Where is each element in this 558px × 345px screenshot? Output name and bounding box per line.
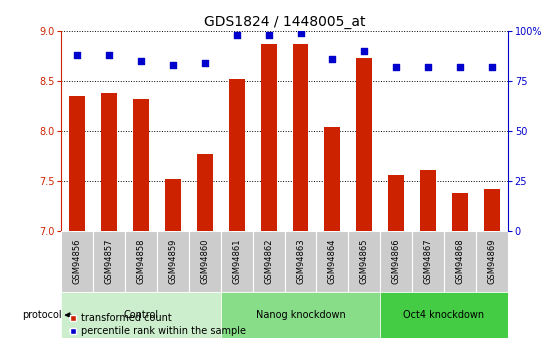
Bar (476, 230, 508, 292)
Bar (380, 230, 412, 292)
Bar (292, 44, 309, 230)
Bar (221, 230, 253, 292)
Bar (61, 292, 221, 338)
Point (232, 32, 241, 38)
Bar (125, 230, 157, 292)
Text: GSM94858: GSM94858 (137, 239, 146, 284)
Legend: transformed count, percentile rank within the sample: transformed count, percentile rank withi… (66, 309, 250, 340)
Text: GSM94856: GSM94856 (73, 239, 82, 284)
Title: GDS1824 / 1448005_at: GDS1824 / 1448005_at (204, 14, 365, 29)
Bar (189, 230, 221, 292)
Bar (61, 230, 93, 292)
Text: Nanog knockdown: Nanog knockdown (256, 310, 345, 320)
Text: GSM94866: GSM94866 (392, 238, 401, 284)
Text: GSM94863: GSM94863 (296, 238, 305, 284)
Text: GSM94865: GSM94865 (360, 239, 369, 284)
Bar (229, 79, 245, 230)
Bar (388, 175, 404, 230)
Bar (133, 99, 149, 230)
Point (487, 64, 496, 70)
Bar (253, 230, 285, 292)
Point (328, 56, 337, 62)
Text: Control: Control (123, 310, 158, 320)
Point (296, 30, 305, 36)
Text: GSM94868: GSM94868 (455, 238, 464, 284)
Bar (285, 230, 316, 292)
Bar (484, 189, 500, 230)
Point (455, 64, 464, 70)
Text: GSM94864: GSM94864 (328, 239, 337, 284)
Point (360, 48, 369, 54)
Bar (165, 179, 181, 230)
Bar (221, 292, 380, 338)
Bar (357, 58, 372, 230)
Bar (93, 230, 125, 292)
Text: protocol: protocol (22, 310, 61, 320)
Text: GSM94862: GSM94862 (264, 239, 273, 284)
Bar (157, 230, 189, 292)
Bar (101, 93, 117, 230)
Text: GSM94857: GSM94857 (105, 239, 114, 284)
Point (264, 32, 273, 38)
Bar (197, 154, 213, 230)
Bar (324, 127, 340, 230)
Bar (444, 230, 476, 292)
Point (424, 64, 432, 70)
Text: GSM94869: GSM94869 (487, 239, 496, 284)
Point (392, 64, 401, 70)
Text: Oct4 knockdown: Oct4 knockdown (403, 310, 484, 320)
Point (73, 52, 82, 58)
Bar (261, 44, 277, 230)
Bar (420, 170, 436, 230)
Text: GSM94861: GSM94861 (232, 239, 241, 284)
Bar (316, 230, 348, 292)
Text: GSM94859: GSM94859 (169, 239, 177, 284)
Bar (348, 230, 380, 292)
Bar (380, 292, 508, 338)
Point (169, 62, 177, 68)
Point (137, 58, 146, 64)
Point (200, 60, 209, 66)
Text: GSM94860: GSM94860 (200, 239, 209, 284)
Text: GSM94867: GSM94867 (424, 238, 432, 284)
Point (105, 52, 114, 58)
Bar (69, 96, 85, 230)
Bar (412, 230, 444, 292)
Bar (452, 193, 468, 230)
